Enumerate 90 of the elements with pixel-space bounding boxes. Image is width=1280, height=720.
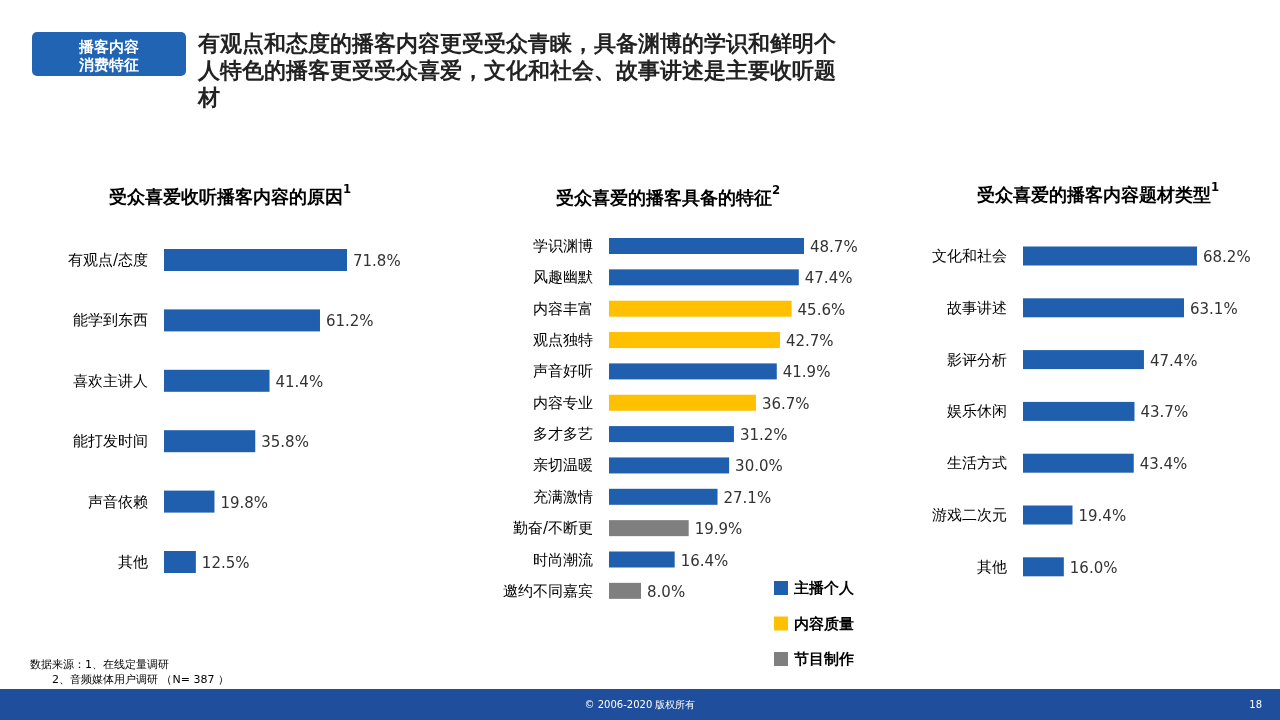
legend-label: 节目制作 <box>793 650 854 668</box>
data-label: 30.0% <box>735 457 783 476</box>
data-label: 71.8% <box>353 252 401 270</box>
bar <box>1023 505 1073 525</box>
bar <box>609 582 642 599</box>
bar <box>1023 401 1135 421</box>
y-tick-label: 有观点/态度 <box>67 251 148 269</box>
text: 2、音频媒体用户调研 （N= 387 ） <box>52 672 229 686</box>
chart-title: 受众喜爱的播客具备的特征$^{2}$ <box>555 183 781 208</box>
bar <box>609 394 756 411</box>
y-tick-label: 游戏二次元 <box>932 506 1007 524</box>
y-tick-label: 影评分析 <box>947 350 1007 369</box>
y-tick-label: 其他 <box>977 557 1007 576</box>
data-label: 48.7% <box>810 238 858 256</box>
y-tick-label: 故事讲述 <box>947 298 1007 317</box>
data-label: 8.0% <box>647 582 686 601</box>
bar <box>609 426 734 443</box>
bar <box>164 309 320 332</box>
text: 有观点和态度的播客内容更受受众青睐，具备渊博的学识和鲜明个人特色的播客更受受众喜爱，文化和社会、故事讲述是主要收听题材 <box>198 30 837 111</box>
y-tick-label: 勤奋/不断更 <box>512 519 593 538</box>
y-tick-label: 内容丰富 <box>533 299 593 318</box>
legend-label: 主播个人 <box>793 579 855 597</box>
bar <box>609 551 675 568</box>
data-label: 43.4% <box>1139 455 1188 474</box>
y-tick-label: 邀约不同嘉宾 <box>503 581 593 600</box>
bar <box>609 238 804 254</box>
text: 18 <box>1249 698 1262 710</box>
data-label: 31.2% <box>739 426 788 445</box>
text: © 2006-2020 版权所有 <box>584 698 696 710</box>
y-tick-label: 风趣幽默 <box>533 268 593 287</box>
bar <box>164 249 347 271</box>
bar <box>609 457 730 474</box>
y-tick-label: 充满激情 <box>533 487 593 506</box>
text: 播客内容消费特征 <box>78 38 139 74</box>
y-tick-label: 亲切温暖 <box>533 456 593 475</box>
bar <box>1023 350 1144 370</box>
data-label: 47.4% <box>1149 351 1198 370</box>
source-note: 数据来源：1、在线定量调研 <box>30 657 169 671</box>
data-label: 36.7% <box>761 394 810 413</box>
bar <box>1023 453 1134 473</box>
data-label: 63.1% <box>1189 299 1238 318</box>
y-tick-label: 文化和社会 <box>932 247 1007 265</box>
bar <box>164 430 256 453</box>
legend-label: 内容质量 <box>794 614 854 633</box>
bar <box>1023 557 1064 577</box>
data-label: 42.7% <box>785 332 834 351</box>
y-tick-label: 学识渊博 <box>533 237 593 255</box>
data-label: 43.7% <box>1140 403 1189 422</box>
data-label: 12.5% <box>201 554 250 572</box>
y-tick-label: 声音依赖 <box>88 492 148 511</box>
data-label: 45.6% <box>797 300 846 319</box>
y-tick-label: 观点独特 <box>533 331 593 350</box>
data-label: 35.8% <box>261 433 309 452</box>
data-label: 68.2% <box>1203 248 1251 266</box>
bar <box>164 551 196 573</box>
bar <box>164 490 215 513</box>
chart-title: 受众喜爱的播客内容题材类型$^{1}$ <box>976 180 1220 205</box>
y-tick-label: 声音好听 <box>533 362 593 381</box>
bar <box>609 520 689 537</box>
y-tick-label: 时尚潮流 <box>533 550 593 569</box>
bar <box>609 300 792 317</box>
y-tick-label: 娱乐休闲 <box>947 402 1007 421</box>
bar <box>609 269 799 286</box>
y-tick-label: 生活方式 <box>947 454 1007 473</box>
y-tick-label: 能学到东西 <box>73 311 148 330</box>
data-label: 41.4% <box>275 372 324 391</box>
bar <box>609 363 777 380</box>
y-tick-label: 多才多艺 <box>533 425 593 444</box>
data-label: 61.2% <box>325 312 374 331</box>
legend-item: 节目制作 <box>774 650 854 668</box>
data-label: 41.9% <box>782 363 831 382</box>
y-tick-label: 其他 <box>118 553 148 571</box>
legend-item: 主播个人 <box>774 579 854 597</box>
data-label: 16.4% <box>680 551 729 570</box>
y-tick-label: 内容专业 <box>533 393 593 412</box>
data-label: 16.0% <box>1069 558 1118 577</box>
bar <box>609 488 718 505</box>
chart-title: 受众喜爱收听播客内容的原因$^{1}$ <box>108 182 352 207</box>
y-tick-label: 喜欢主讲人 <box>73 371 148 390</box>
bar <box>1023 298 1184 318</box>
bar <box>609 332 780 349</box>
data-label: 19.9% <box>694 520 743 539</box>
y-tick-label: 能打发时间 <box>73 432 148 451</box>
data-label: 19.8% <box>220 493 269 512</box>
data-label: 19.4% <box>1078 507 1127 525</box>
legend-item: 内容质量 <box>774 614 854 633</box>
data-label: 47.4% <box>804 269 853 288</box>
bar <box>164 369 270 392</box>
bar <box>1023 246 1197 266</box>
data-label: 27.1% <box>723 488 772 507</box>
